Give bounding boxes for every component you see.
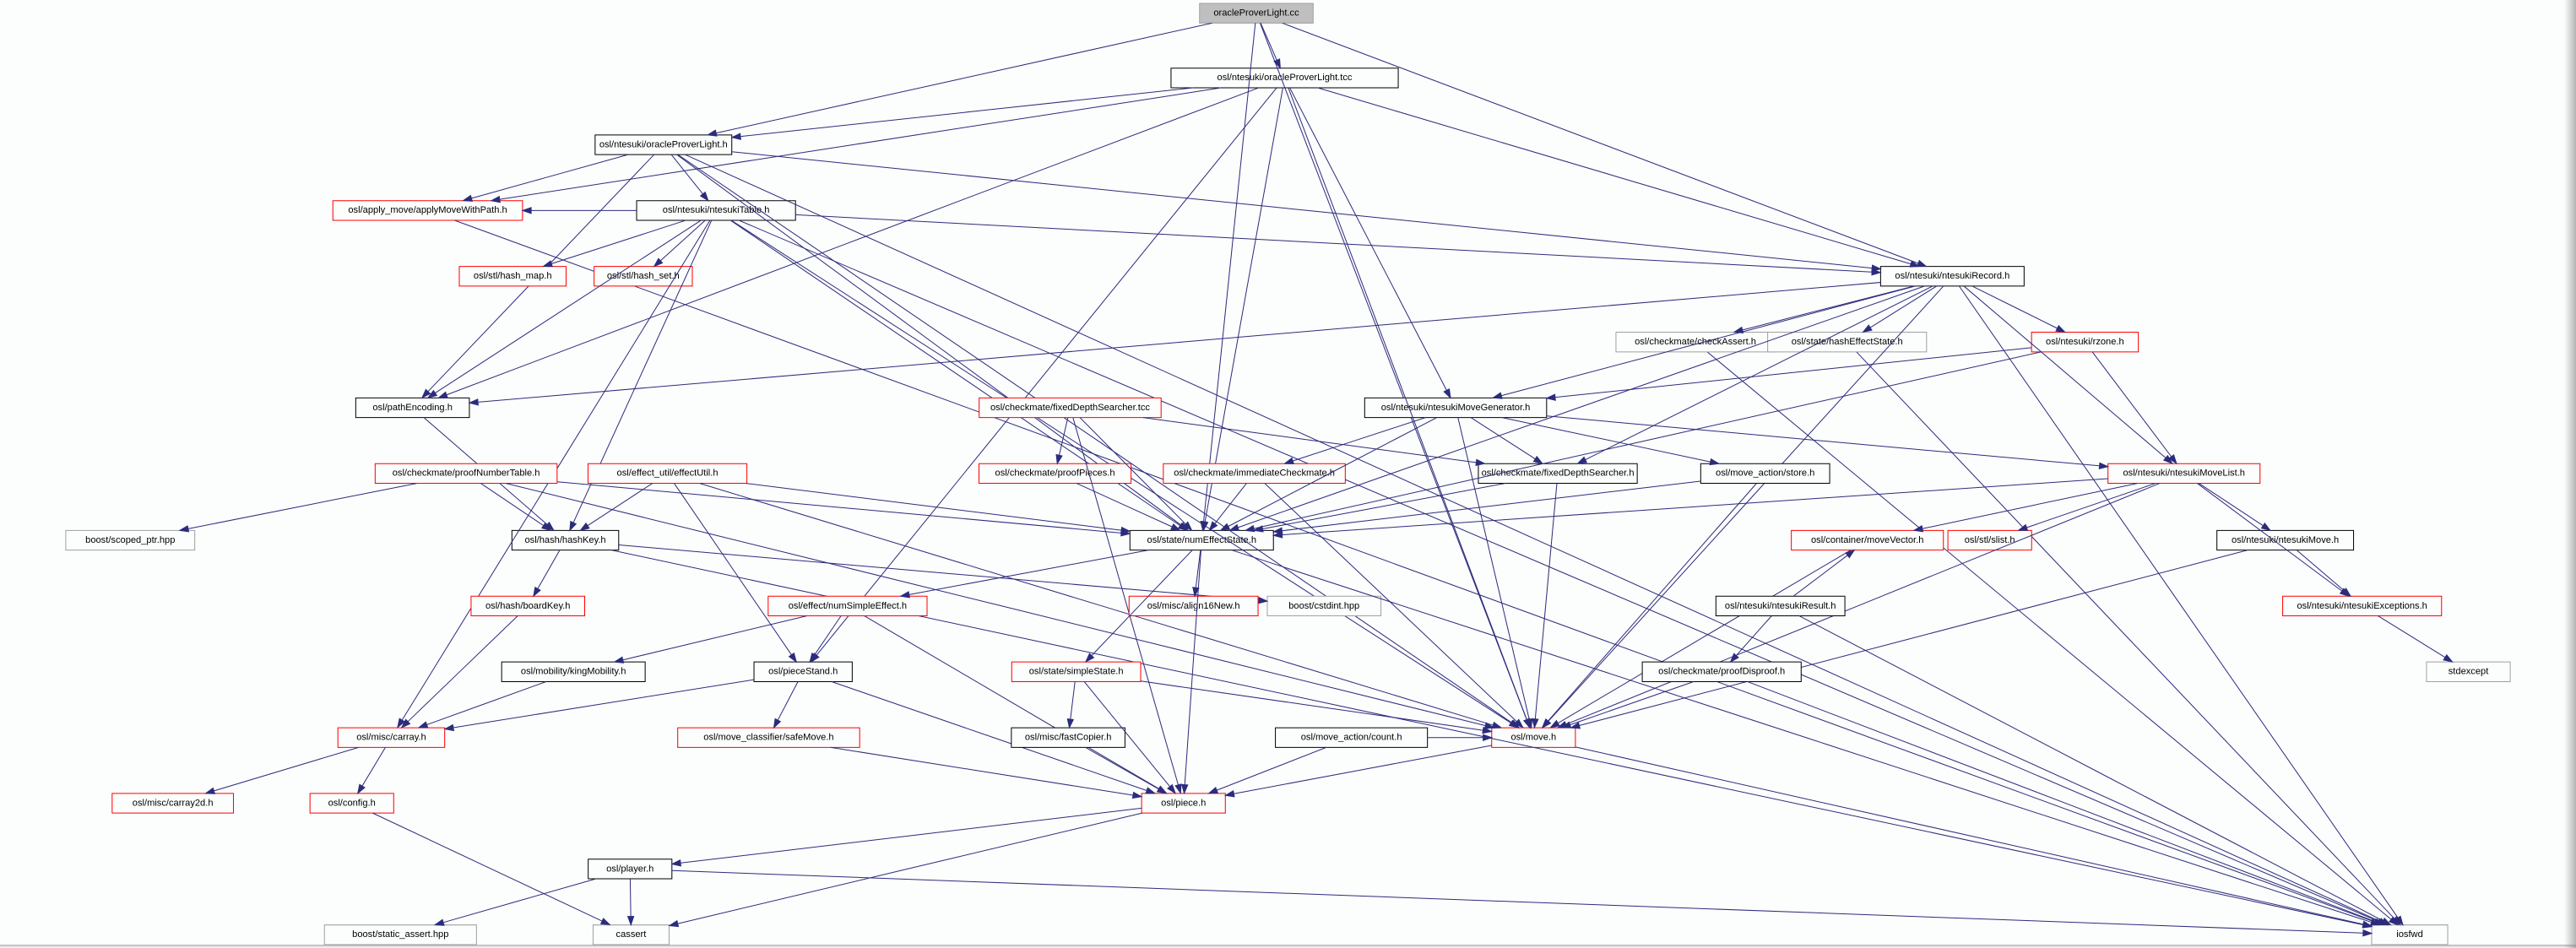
svg-text:osl/checkmate/immediateCheckma: osl/checkmate/immediateCheckmate.h <box>1174 469 1335 479</box>
svg-text:osl/move_classifier/safeMove.h: osl/move_classifier/safeMove.h <box>703 733 833 743</box>
svg-text:osl/effect/numSimpleEffect.h: osl/effect/numSimpleEffect.h <box>789 601 907 611</box>
svg-text:osl/ntesuki/ntesukiResult.h: osl/ntesuki/ntesukiResult.h <box>1725 601 1836 611</box>
svg-text:iosfwd: iosfwd <box>2396 929 2423 940</box>
svg-text:osl/checkmate/proofNumberTable: osl/checkmate/proofNumberTable.h <box>393 469 540 479</box>
svg-text:osl/checkmate/fixedDepthSearch: osl/checkmate/fixedDepthSearcher.tcc <box>990 403 1150 413</box>
svg-text:osl/stl/hash_map.h: osl/stl/hash_map.h <box>474 271 552 281</box>
svg-text:osl/pathEncoding.h: osl/pathEncoding.h <box>372 403 453 413</box>
svg-text:boost/scoped_ptr.hpp: boost/scoped_ptr.hpp <box>85 535 175 545</box>
svg-text:osl/ntesuki/oracleProverLight.: osl/ntesuki/oracleProverLight.h <box>599 139 728 149</box>
svg-text:osl/ntesuki/rzone.h: osl/ntesuki/rzone.h <box>2046 337 2124 347</box>
svg-text:boost/static_assert.hpp: boost/static_assert.hpp <box>352 929 448 940</box>
svg-text:osl/ntesuki/ntesukiMoveGenerat: osl/ntesuki/ntesukiMoveGenerator.h <box>1381 403 1531 413</box>
svg-text:osl/state/simpleState.h: osl/state/simpleState.h <box>1029 667 1124 677</box>
svg-text:osl/checkmate/checkAssert.h: osl/checkmate/checkAssert.h <box>1635 337 1756 347</box>
svg-text:osl/move_action/count.h: osl/move_action/count.h <box>1301 733 1402 743</box>
svg-text:osl/piece.h: osl/piece.h <box>1161 798 1206 808</box>
svg-text:cassert: cassert <box>616 929 647 940</box>
svg-text:osl/move.h: osl/move.h <box>1510 733 1556 743</box>
svg-text:osl/move_action/store.h: osl/move_action/store.h <box>1716 469 1814 479</box>
svg-text:osl/ntesuki/ntesukiTable.h: osl/ntesuki/ntesukiTable.h <box>663 205 770 215</box>
svg-text:osl/apply_move/applyMoveWithPa: osl/apply_move/applyMoveWithPath.h <box>348 205 507 215</box>
svg-text:osl/checkmate/proofPieces.h: osl/checkmate/proofPieces.h <box>995 469 1115 479</box>
svg-text:osl/ntesuki/ntesukiRecord.h: osl/ntesuki/ntesukiRecord.h <box>1895 271 2009 281</box>
svg-text:osl/misc/carray.h: osl/misc/carray.h <box>356 733 426 743</box>
svg-text:stdexcept: stdexcept <box>2449 667 2489 677</box>
svg-text:osl/ntesuki/ntesukiMoveList.h: osl/ntesuki/ntesukiMoveList.h <box>2123 469 2245 479</box>
svg-text:osl/ntesuki/ntesukiMove.h: osl/ntesuki/ntesukiMove.h <box>2232 535 2339 545</box>
svg-text:boost/cstdint.hpp: boost/cstdint.hpp <box>1288 601 1359 611</box>
svg-text:osl/hash/hashKey.h: osl/hash/hashKey.h <box>524 535 605 545</box>
svg-text:osl/mobility/kingMobility.h: osl/mobility/kingMobility.h <box>521 667 626 677</box>
svg-text:osl/container/moveVector.h: osl/container/moveVector.h <box>1811 535 1923 545</box>
svg-text:osl/misc/fastCopier.h: osl/misc/fastCopier.h <box>1025 733 1112 743</box>
svg-text:osl/stl/slist.h: osl/stl/slist.h <box>1965 535 2015 545</box>
svg-text:osl/state/numEffectState.h: osl/state/numEffectState.h <box>1147 535 1256 545</box>
svg-text:osl/checkmate/proofDisproof.h: osl/checkmate/proofDisproof.h <box>1658 667 1785 677</box>
svg-text:osl/ntesuki/oracleProverLight.: osl/ntesuki/oracleProverLight.tcc <box>1217 73 1353 83</box>
svg-text:osl/stl/hash_set.h: osl/stl/hash_set.h <box>607 271 680 281</box>
svg-text:osl/pieceStand.h: osl/pieceStand.h <box>768 667 838 677</box>
svg-text:osl/misc/carray2d.h: osl/misc/carray2d.h <box>133 798 214 808</box>
svg-text:osl/checkmate/fixedDepthSearch: osl/checkmate/fixedDepthSearcher.h <box>1482 469 1635 479</box>
svg-text:osl/config.h: osl/config.h <box>328 798 376 808</box>
svg-text:osl/misc/align16New.h: osl/misc/align16New.h <box>1147 601 1240 611</box>
svg-text:osl/state/hashEffectState.h: osl/state/hashEffectState.h <box>1792 337 1903 347</box>
svg-text:oracleProverLight.cc: oracleProverLight.cc <box>1213 8 1299 19</box>
svg-text:osl/player.h: osl/player.h <box>606 864 653 874</box>
svg-text:osl/effect_util/effectUtil.h: osl/effect_util/effectUtil.h <box>617 469 719 479</box>
svg-text:osl/ntesuki/ntesukiExceptions.: osl/ntesuki/ntesukiExceptions.h <box>2297 601 2427 611</box>
svg-text:osl/hash/boardKey.h: osl/hash/boardKey.h <box>485 601 570 611</box>
